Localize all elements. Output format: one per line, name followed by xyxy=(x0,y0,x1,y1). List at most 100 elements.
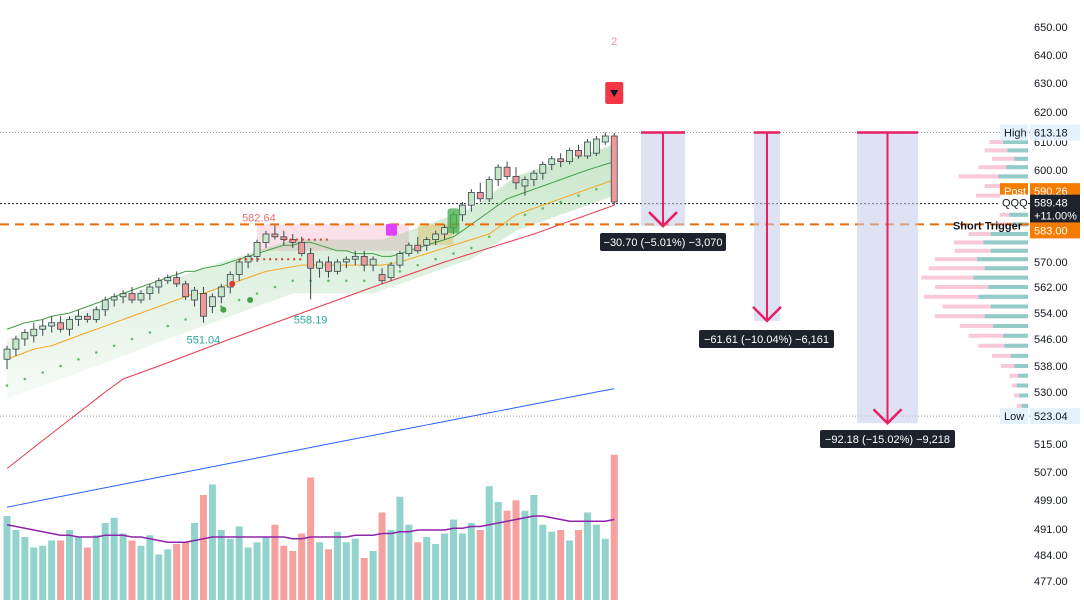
profile-sell-bar xyxy=(942,304,1028,309)
volume-bar xyxy=(566,540,574,600)
low-tag: 523.04 xyxy=(1034,411,1068,423)
candle-body xyxy=(441,227,448,235)
volume-bar xyxy=(485,486,493,600)
trail-dot xyxy=(505,223,509,226)
candle-body xyxy=(334,261,341,272)
profile-buy-bar xyxy=(1003,140,1028,144)
volume-bar xyxy=(467,523,475,600)
candle-body xyxy=(378,274,386,282)
candle-body xyxy=(164,277,172,282)
candle-body xyxy=(262,233,270,243)
volume-bar xyxy=(521,510,529,600)
candle-body xyxy=(21,332,29,340)
symbol-tag: QQQ xyxy=(1002,198,1028,210)
volume-bar xyxy=(66,530,74,600)
pivot-dot xyxy=(247,297,254,303)
volume-bar xyxy=(592,524,600,600)
profile-sell-bar xyxy=(935,314,1028,319)
candle-body xyxy=(387,264,395,279)
volume-ma-line xyxy=(6,515,615,543)
profile-sell-bar xyxy=(935,285,1028,289)
volume-bar xyxy=(414,542,422,600)
candle-body xyxy=(66,319,73,330)
profile-sell-bar xyxy=(984,148,1028,153)
trail-dot xyxy=(595,187,598,191)
measure-label-bg xyxy=(820,430,955,448)
candle-body xyxy=(110,296,118,301)
profile-buy-bar xyxy=(1009,212,1028,217)
candle-body xyxy=(289,239,297,243)
volume-bar xyxy=(271,524,279,600)
profile-sell-bar xyxy=(978,165,1028,170)
trail-dot xyxy=(237,298,241,302)
swing-low-label: 551.04 xyxy=(187,335,221,347)
candle-body xyxy=(566,149,573,162)
volume-bar xyxy=(155,554,163,600)
candle-body xyxy=(39,325,47,330)
candle-body xyxy=(351,255,359,260)
candle-body xyxy=(575,149,582,157)
volume-bar xyxy=(432,544,440,600)
candle-body xyxy=(476,191,484,200)
volume-bar xyxy=(351,538,359,600)
volume-bar xyxy=(182,542,190,600)
trail-dot xyxy=(59,364,62,368)
volume-bar xyxy=(235,526,243,600)
candle-body xyxy=(128,293,136,301)
trail-dot xyxy=(255,292,259,295)
high-tag-bg xyxy=(1030,124,1080,141)
measure-label: −30.70 (−5.01%) −3,070 xyxy=(604,237,723,249)
candle-body xyxy=(83,315,91,320)
candle-body xyxy=(342,258,350,263)
volume-bar xyxy=(333,531,341,600)
profile-sell-bar xyxy=(928,266,1028,271)
candle-body xyxy=(226,274,234,288)
candle-body xyxy=(155,280,163,288)
ema-fast-line xyxy=(6,161,615,330)
candle-body xyxy=(208,296,216,307)
profile-sell-bar xyxy=(978,343,1028,348)
last-change-tag: +11.00% xyxy=(1034,211,1077,223)
trail-dot xyxy=(23,377,27,381)
candle-body xyxy=(396,253,404,266)
candle-body xyxy=(584,141,591,157)
candle-body xyxy=(423,239,431,246)
last-price-tag-bg xyxy=(1030,194,1080,225)
trail-dot xyxy=(148,331,152,334)
candle-body xyxy=(307,253,315,269)
volume-bar xyxy=(21,537,29,600)
candle-body xyxy=(30,328,38,337)
trail-dot xyxy=(95,351,98,354)
candle-body xyxy=(75,315,82,320)
volume-bar xyxy=(583,512,591,600)
volume-bar xyxy=(530,495,538,600)
candle-body xyxy=(432,233,440,240)
swing-high-label: 582.64 xyxy=(242,213,276,225)
candle-body xyxy=(360,255,368,266)
candle-body xyxy=(101,299,109,311)
candle-body xyxy=(182,283,190,298)
volume-bar xyxy=(441,533,449,600)
volume-bar xyxy=(226,538,234,600)
profile-buy-bar xyxy=(1018,373,1028,378)
candle-body xyxy=(200,293,207,317)
symbol-tag-bg xyxy=(1000,194,1028,211)
profile-buy-bar xyxy=(978,294,1028,299)
candle-body xyxy=(325,261,332,272)
measure-arrowhead xyxy=(752,306,782,323)
trail-dot xyxy=(541,207,545,210)
price-tick: 499.00 xyxy=(1034,495,1068,507)
candle-body xyxy=(12,338,20,350)
volume-bar xyxy=(557,530,565,600)
price-tick: 515.00 xyxy=(1034,439,1068,451)
profile-buy-bar xyxy=(988,285,1028,289)
trail-dot xyxy=(452,252,455,255)
trail-dot xyxy=(273,285,277,289)
volume-bar xyxy=(298,533,306,600)
volume-bar xyxy=(137,545,145,600)
price-tick: 640.00 xyxy=(1034,50,1068,62)
volume-bar xyxy=(164,549,172,600)
signal-marker xyxy=(385,223,397,236)
volume-bar xyxy=(503,510,511,600)
